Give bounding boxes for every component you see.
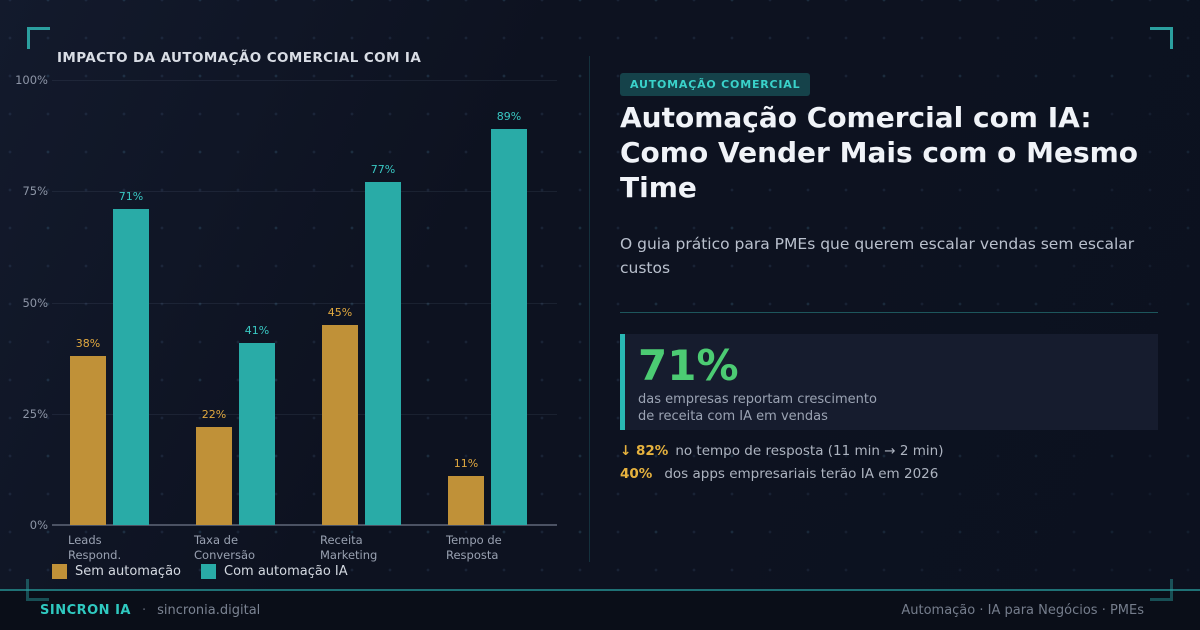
category-label: Receita Marketing [320, 533, 378, 562]
category-badge: AUTOMAÇÃO COMERCIAL [620, 73, 811, 96]
x-axis-line [52, 524, 557, 526]
stat-apps-2026-text: dos apps empresariais terão IA em 2026 [664, 466, 939, 482]
highlight-value: 71% [638, 341, 739, 390]
brand-name: SINCRON IA [40, 603, 131, 618]
gridline [52, 191, 557, 193]
plot-area: 0% 25% 50% 75% 100% 38% 71% Leads Respond. 22% 41%… [15, 73, 557, 562]
stat-apps-2026: 40% dos apps empresariais terão IA em 202… [620, 466, 938, 482]
legend-label: Com automação IA [224, 564, 348, 579]
y-axis-tick: 0% [29, 518, 48, 532]
footer: SINCRON IA · sincronia.digital Automação… [0, 589, 1200, 630]
bar-value-label: 77% [370, 163, 396, 176]
gridline [52, 413, 557, 415]
category-label: Leads Respond. [68, 533, 122, 562]
gridline [52, 80, 557, 81]
y-axis-tick: 25% [22, 406, 48, 421]
chart-title: IMPACTO DA AUTOMAÇÃO COMERCIAL COM IA [57, 50, 422, 66]
stat-apps-2026-value: 40% [620, 466, 653, 482]
y-axis-tick: 50% [22, 295, 48, 310]
legend-item-without-automation: Sem automação [52, 564, 181, 579]
bar-value-label: 22% [201, 408, 227, 421]
bar-with-ai [239, 343, 275, 525]
stat-response-time-text: no tempo de resposta (11 min → 2 min) [675, 443, 944, 459]
bar-without-automation [70, 356, 106, 525]
bar-value-label: 45% [327, 306, 353, 319]
highlight-description: das empresas reportam crescimento de rec… [638, 392, 1158, 425]
category-label: Taxa de Conversão [194, 533, 256, 562]
gridline [52, 302, 557, 304]
page-title: Automação Comercial com IA: Como Vender … [620, 101, 1139, 204]
bar-with-ai [113, 209, 149, 525]
highlight-description-line2: de receita com IA em vendas [638, 408, 828, 424]
y-axis-tick: 100% [15, 73, 48, 87]
footer-brand-group: SINCRON IA · sincronia.digital [40, 603, 260, 618]
highlight-description-line1: das empresas reportam crescimento [638, 392, 877, 407]
corner-bracket-top-left-icon [27, 27, 50, 49]
footer-tags: Automação · IA para Negócios · PMEs [901, 603, 1144, 618]
bar-without-automation [322, 325, 358, 525]
y-axis-tick: 75% [22, 184, 48, 199]
legend-swatch-gold [52, 564, 67, 579]
subtitle: O guia prático para PMEs que querem esca… [620, 235, 1135, 277]
corner-bracket-top-right-icon [1150, 27, 1173, 49]
bar-without-automation [196, 427, 232, 525]
highlight-stat-box: 71% das empresas reportam crescimento de… [620, 334, 1158, 430]
category-label: Tempo de Resposta [446, 533, 502, 562]
stat-response-time: ↓ 82% no tempo de resposta (11 min → 2 mi… [620, 443, 943, 459]
bar-with-ai [491, 129, 527, 525]
legend-swatch-teal [201, 564, 216, 579]
bar-value-label: 71% [118, 190, 144, 203]
bar-value-label: 41% [244, 324, 270, 337]
bar-without-automation [448, 476, 484, 525]
horizontal-divider [620, 312, 1158, 313]
bar-value-label: 38% [75, 337, 101, 350]
stat-response-time-value: ↓ 82% [620, 443, 669, 459]
bar-value-label: 11% [453, 457, 479, 470]
chart-legend: Sem automação Com automação IA [52, 564, 348, 579]
corner-bracket-bottom-right-icon [1150, 579, 1173, 601]
bar-value-label: 89% [496, 110, 522, 123]
legend-label: Sem automação [75, 564, 181, 579]
footer-separator: · [142, 603, 147, 618]
corner-bracket-bottom-left-icon [26, 579, 49, 601]
vertical-divider [589, 56, 590, 562]
legend-item-with-ai-automation: Com automação IA [201, 564, 348, 579]
site-domain: sincronia.digital [157, 603, 261, 618]
bar-with-ai [365, 182, 401, 525]
